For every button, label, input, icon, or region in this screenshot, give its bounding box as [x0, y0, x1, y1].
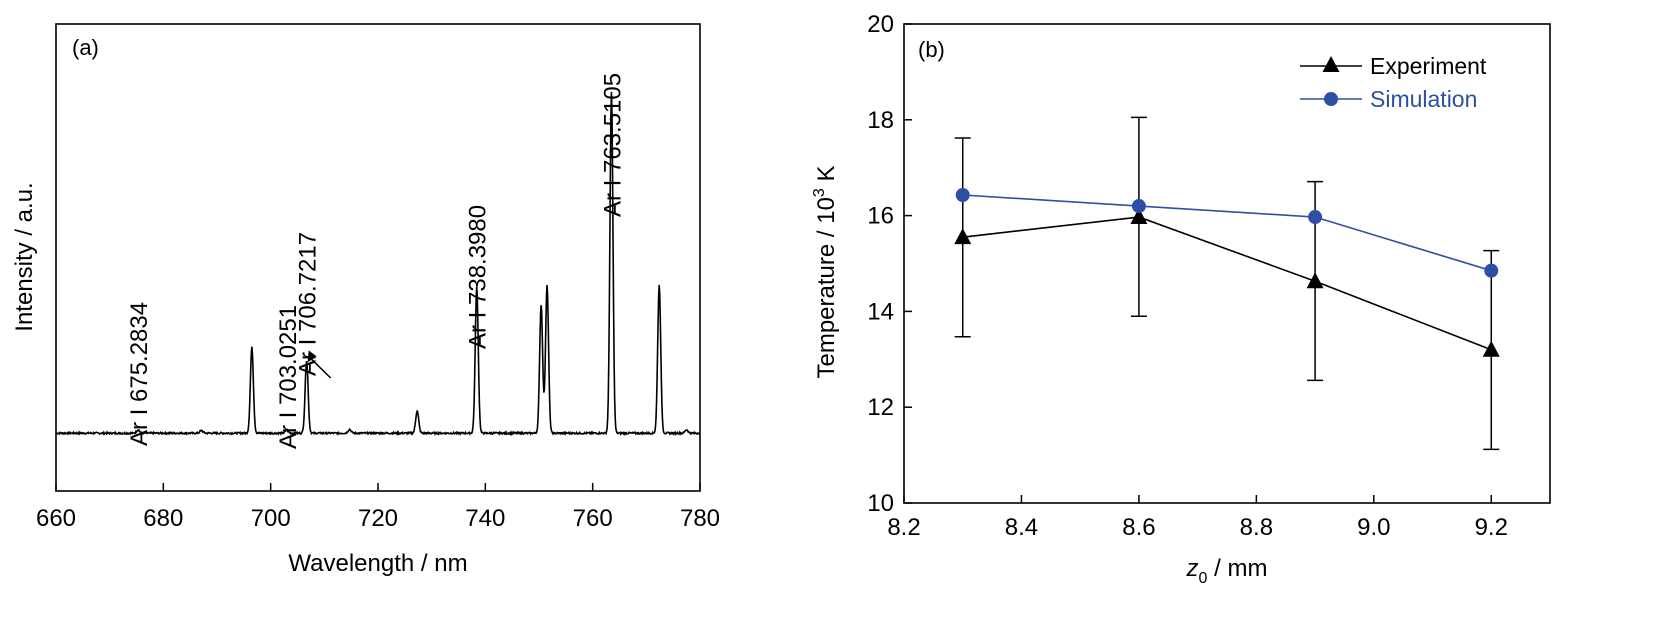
y-tick-label-b: 14 — [867, 298, 894, 325]
y-tick-label-b: 20 — [867, 11, 894, 38]
peak-arrowhead — [307, 350, 317, 363]
x-axis-label-b: z0 / mm — [1186, 555, 1268, 587]
x-tick-label-a: 700 — [251, 505, 291, 532]
peak-arrow — [310, 357, 332, 379]
x-tick-label-b: 8.2 — [887, 514, 920, 541]
x-axis-unit: / mm — [1207, 555, 1267, 582]
plot-frame-b — [903, 23, 1551, 504]
x-tick-label-a: 760 — [573, 505, 613, 532]
axes-b: 8.2 8.4 8.6 8.8 9.0 9.2 10 12 14 16 18 20 — [867, 11, 1508, 541]
y-tick-label-b: 16 — [867, 203, 894, 230]
data-point-simulation — [955, 188, 970, 203]
peak-label: Ar I 706.7217 — [295, 232, 322, 376]
data-point-experiment — [1482, 340, 1500, 357]
x-axis-symbol: z — [1186, 555, 1199, 582]
series-line-experiment — [962, 216, 1492, 351]
x-tick-label-a: 680 — [143, 505, 183, 532]
legend-label-experiment: Experiment — [1370, 53, 1487, 79]
panel-b: 8.2 8.4 8.6 8.8 9.0 9.2 10 12 14 16 18 20 (b) Exper… — [811, 11, 1551, 587]
x-tick-label-b: 9.2 — [1475, 514, 1508, 541]
x-tick-label-b: 8.4 — [1005, 514, 1038, 541]
spectrum-line — [55, 92, 701, 437]
panel-a: 660 680 700 720 740 760 780 Ar I 675.2834 Ar I … — [11, 23, 720, 577]
data-point-experiment — [1306, 272, 1324, 289]
peak-label: Ar I 675.2834 — [126, 302, 153, 446]
series-line-simulation — [962, 194, 1492, 272]
data-point-simulation — [1308, 210, 1323, 225]
y-axis-label-a: Intensity / a.u. — [11, 182, 38, 331]
panel-label-b: (b) — [918, 37, 945, 62]
x-tick-label-b: 9.0 — [1357, 514, 1390, 541]
y-axis-label-b: Temperature / 103 K — [811, 165, 840, 378]
y-axis-label-unit: K — [813, 165, 840, 188]
x-axis-label-a: Wavelength / nm — [288, 550, 467, 577]
panel-label-a: (a) — [72, 35, 99, 60]
legend-marker-experiment — [1322, 56, 1340, 72]
legend-label-simulation: Simulation — [1370, 86, 1477, 112]
x-axis-subscript: 0 — [1199, 570, 1208, 587]
x-axis-a: 660 680 700 720 740 760 780 — [36, 483, 720, 532]
y-axis-label-sup: 3 — [811, 188, 828, 197]
peak-label: Ar I 703.0251 — [275, 305, 302, 449]
data-point-experiment — [954, 228, 972, 245]
x-tick-label-b: 8.8 — [1240, 514, 1273, 541]
peak-label: Ar I 763.5105 — [599, 73, 626, 217]
data-point-experiment — [1130, 208, 1148, 225]
y-tick-label-b: 18 — [867, 107, 894, 134]
x-tick-label-a: 740 — [465, 505, 505, 532]
legend: Experiment Simulation — [1300, 53, 1487, 112]
y-tick-label-b: 12 — [867, 394, 894, 421]
peak-label: Ar I 738.3980 — [465, 205, 492, 349]
y-tick-label-b: 10 — [867, 490, 894, 517]
data-point-simulation — [1131, 199, 1146, 214]
y-axis-label-main: Temperature / 10 — [813, 197, 840, 378]
x-tick-label-a: 720 — [358, 505, 398, 532]
x-tick-label-b: 8.6 — [1122, 514, 1155, 541]
legend-marker-simulation — [1324, 92, 1338, 106]
x-tick-label-a: 660 — [36, 505, 76, 532]
x-tick-label-a: 780 — [680, 505, 720, 532]
series-b — [954, 116, 1500, 451]
data-point-simulation — [1484, 263, 1499, 278]
